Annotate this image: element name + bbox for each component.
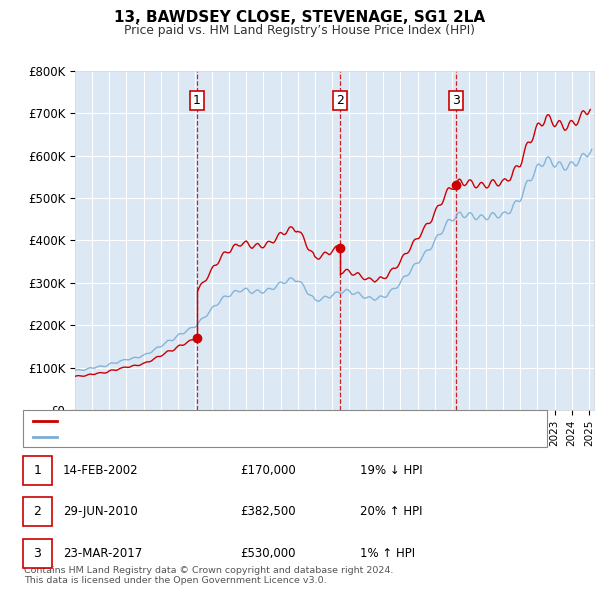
Text: 1: 1 — [34, 464, 41, 477]
Text: £382,500: £382,500 — [240, 505, 296, 519]
Text: 20% ↑ HPI: 20% ↑ HPI — [360, 505, 422, 519]
Text: 29-JUN-2010: 29-JUN-2010 — [63, 505, 138, 519]
Text: 2: 2 — [34, 505, 41, 519]
Text: 3: 3 — [34, 546, 41, 560]
Text: 19% ↓ HPI: 19% ↓ HPI — [360, 464, 422, 477]
Text: 1% ↑ HPI: 1% ↑ HPI — [360, 546, 415, 560]
Text: Price paid vs. HM Land Registry’s House Price Index (HPI): Price paid vs. HM Land Registry’s House … — [125, 24, 476, 37]
Text: Contains HM Land Registry data © Crown copyright and database right 2024.
This d: Contains HM Land Registry data © Crown c… — [24, 566, 394, 585]
Text: £530,000: £530,000 — [240, 546, 296, 560]
Text: 14-FEB-2002: 14-FEB-2002 — [63, 464, 139, 477]
Text: 13, BAWDSEY CLOSE, STEVENAGE, SG1 2LA: 13, BAWDSEY CLOSE, STEVENAGE, SG1 2LA — [115, 10, 485, 25]
Text: 2: 2 — [337, 94, 344, 107]
Text: £170,000: £170,000 — [240, 464, 296, 477]
Text: 1: 1 — [193, 94, 201, 107]
Text: 23-MAR-2017: 23-MAR-2017 — [63, 546, 142, 560]
Text: 13, BAWDSEY CLOSE, STEVENAGE, SG1 2LA (detached house): 13, BAWDSEY CLOSE, STEVENAGE, SG1 2LA (d… — [60, 416, 406, 426]
Text: HPI: Average price, detached house, Stevenage: HPI: Average price, detached house, Stev… — [60, 432, 326, 442]
Text: 3: 3 — [452, 94, 460, 107]
